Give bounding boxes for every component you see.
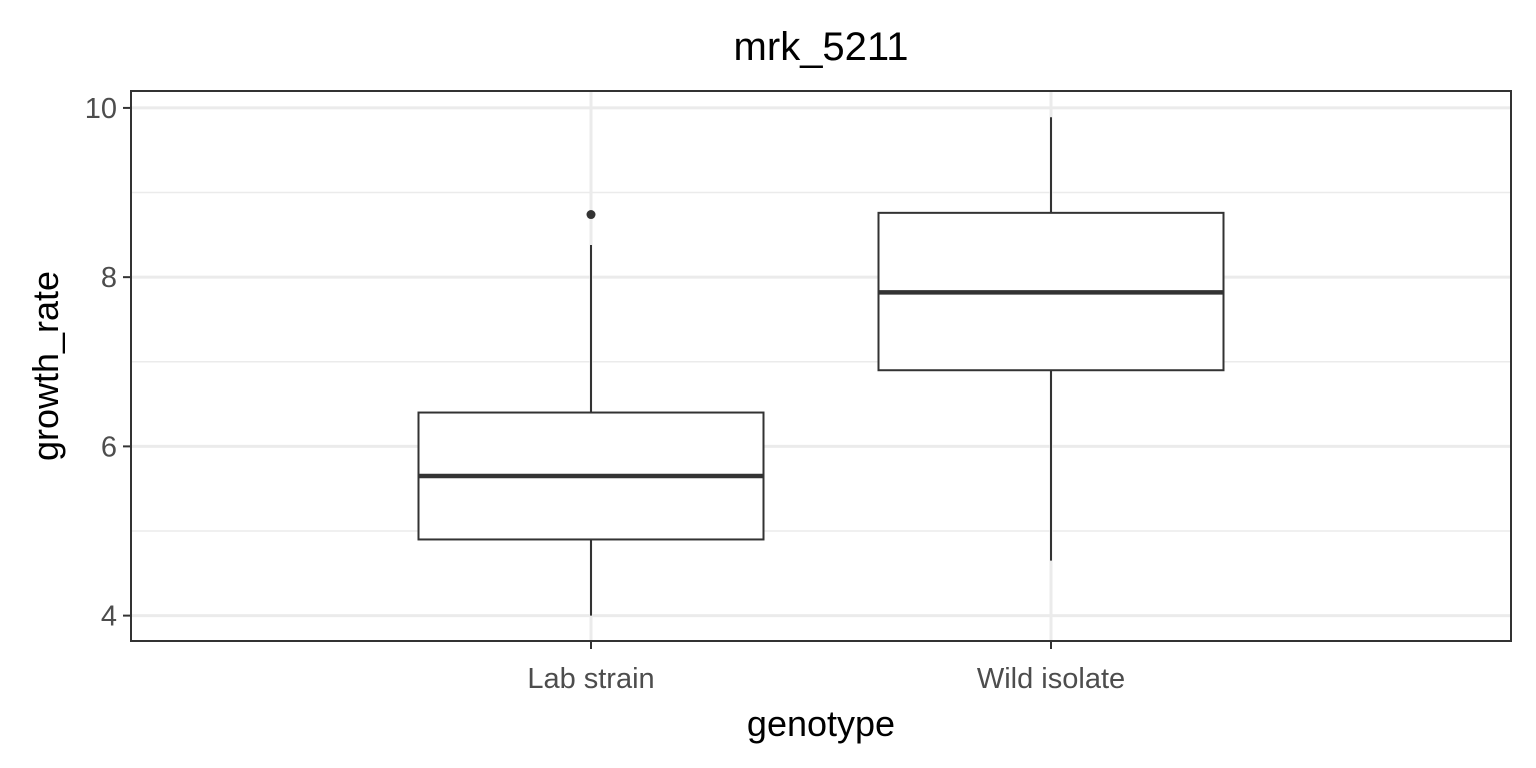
panel-border bbox=[130, 90, 1512, 642]
chart-title: mrk_5211 bbox=[734, 25, 909, 69]
outlier-point bbox=[586, 210, 596, 220]
y-axis-label: growth_rate bbox=[25, 271, 66, 461]
x-tick-label: Wild isolate bbox=[977, 663, 1125, 695]
axis-layer: 4 6 8 10 Lab strain Wild isolate bbox=[85, 93, 1125, 695]
y-tick-label: 6 bbox=[101, 431, 117, 463]
x-tick-label: Lab strain bbox=[527, 663, 654, 695]
y-tick-label: 4 bbox=[101, 601, 117, 633]
y-tick-label: 8 bbox=[101, 262, 117, 294]
box-layer bbox=[417, 117, 1225, 616]
grid-layer bbox=[131, 91, 1511, 641]
x-axis-label: genotype bbox=[747, 703, 895, 744]
panel-background bbox=[131, 91, 1511, 641]
y-tick-label: 10 bbox=[85, 93, 117, 125]
